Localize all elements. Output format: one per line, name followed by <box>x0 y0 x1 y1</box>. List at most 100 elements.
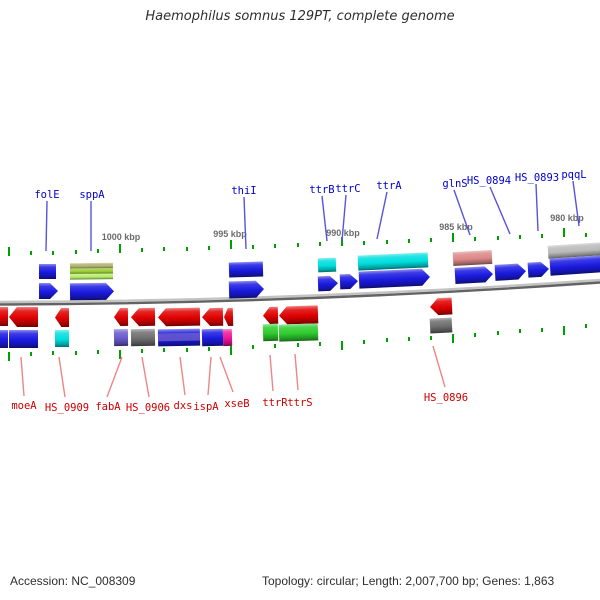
edge-gene-arrow[interactable] <box>0 306 9 327</box>
scale-tick-bottom <box>230 346 232 355</box>
scale-tick-bottom <box>119 350 121 359</box>
thiI-gene-arrow[interactable] <box>228 280 264 299</box>
ispA-gene-label[interactable]: ispA <box>193 401 219 413</box>
sppA-feature-box-stripe <box>69 268 114 275</box>
HS_0893-feature-box[interactable] <box>547 242 600 259</box>
scale-tick-bottom <box>519 329 521 333</box>
folE-gene-arrow[interactable] <box>38 282 58 300</box>
scale-tick-bottom <box>52 351 54 355</box>
ispA-label-line <box>207 356 212 396</box>
genome-axis <box>0 281 600 306</box>
folE-gene-label[interactable]: folE <box>34 189 59 201</box>
scale-tick-bottom <box>163 348 165 352</box>
scale-tick-top <box>363 241 365 245</box>
scale-label: 1000 kbp <box>102 232 141 242</box>
HS_0896-gene-arrow[interactable] <box>430 297 453 316</box>
ispA-feature-box[interactable] <box>201 328 224 347</box>
pqqL-gene-label[interactable]: pqqL <box>561 169 586 181</box>
folE-feature-box[interactable] <box>38 263 57 280</box>
fabA-feature-box[interactable] <box>113 328 129 347</box>
sppA-gene-label[interactable]: sppA <box>79 189 105 201</box>
ttrC-gene-arrow[interactable] <box>339 273 359 290</box>
scale-tick-bottom <box>474 333 476 337</box>
HS_0894-gene-arrow[interactable] <box>494 263 527 281</box>
dxs-gene-arrow[interactable] <box>158 307 201 327</box>
scale-tick-bottom <box>363 340 365 344</box>
scale-tick-bottom <box>8 352 10 361</box>
scale-tick-bottom <box>563 326 565 335</box>
sppA-feature-box[interactable] <box>69 262 114 280</box>
fabA-gene-arrow[interactable] <box>114 307 129 327</box>
scale-tick-top <box>519 235 521 239</box>
glnS-feature-box[interactable] <box>452 249 493 267</box>
scale-label: 985 kbp <box>439 222 473 232</box>
xseB-gene-label[interactable]: xseB <box>224 398 249 410</box>
ttrA-gene-label[interactable]: ttrA <box>376 180 402 192</box>
ttrS-feature-box[interactable] <box>278 323 319 342</box>
HS_0909-feature-box[interactable] <box>54 329 70 348</box>
HS_0894-gene-label[interactable]: HS_0894 <box>467 175 511 187</box>
dxs-label-line <box>179 356 186 396</box>
scale-tick-bottom <box>319 342 321 346</box>
HS_0896-gene-label[interactable]: HS_0896 <box>424 392 468 404</box>
HS_0906-gene-arrow[interactable] <box>131 307 156 327</box>
scale-label: 980 kbp <box>550 213 584 223</box>
glnS-gene-arrow[interactable] <box>454 266 494 285</box>
scale-tick-top <box>430 238 432 242</box>
pqqL-gene-arrow[interactable] <box>549 255 600 276</box>
genome-axis-highlight <box>0 278 600 304</box>
moeA-feature-box[interactable] <box>8 329 39 349</box>
scale-tick-top <box>163 247 165 251</box>
xseB-label-line <box>219 356 234 393</box>
ttrA-feature-box[interactable] <box>357 252 429 271</box>
dxs-feature-box-overlap-band <box>157 332 201 342</box>
HS_0906-label-line <box>141 356 150 398</box>
HS_0906-gene-label[interactable]: HS_0906 <box>126 402 170 414</box>
HS_0909-gene-arrow[interactable] <box>55 307 70 328</box>
ttrA-label-line <box>376 191 388 240</box>
scale-tick-top <box>252 245 254 249</box>
ttrR-gene-arrow[interactable] <box>263 306 279 325</box>
ttrS-gene-arrow[interactable] <box>279 305 319 325</box>
scale-tick-bottom <box>141 349 143 353</box>
ttrB-gene-label[interactable]: ttrB <box>309 184 334 196</box>
scale-tick-top <box>297 243 299 247</box>
moeA-label-line <box>20 356 25 397</box>
scale-tick-top <box>319 242 321 246</box>
xseB-gene-arrow[interactable] <box>224 307 234 327</box>
ttrB-gene-arrow[interactable] <box>317 275 339 292</box>
sppA-gene-arrow[interactable] <box>69 282 114 301</box>
page-title: Haemophilus somnus 129PT, complete genom… <box>145 9 455 24</box>
thiI-gene-label[interactable]: thiI <box>231 185 256 197</box>
moeA-gene-arrow[interactable] <box>9 306 39 328</box>
scale-tick-top <box>141 248 143 252</box>
scale-tick-bottom <box>452 334 454 343</box>
HS_0909-gene-label[interactable]: HS_0909 <box>45 402 89 414</box>
moeA-gene-label[interactable]: moeA <box>11 400 37 412</box>
thiI-feature-box[interactable] <box>228 261 264 278</box>
HS_0893-gene-arrow[interactable] <box>527 261 550 278</box>
scale-tick-bottom <box>386 338 388 342</box>
scale-tick-top <box>52 251 54 255</box>
scale-tick-top <box>563 228 565 237</box>
scale-tick-bottom <box>341 341 343 350</box>
ttrC-gene-label[interactable]: ttrC <box>335 183 360 195</box>
ispA-gene-arrow[interactable] <box>202 307 224 327</box>
glnS-gene-label[interactable]: glnS <box>442 178 467 190</box>
pqqL-label-line <box>572 180 580 227</box>
ttrA-gene-arrow[interactable] <box>358 268 431 289</box>
fabA-gene-label[interactable]: fabA <box>95 401 121 413</box>
scale-tick-top <box>75 250 77 254</box>
edge-feature-box[interactable] <box>0 329 9 349</box>
scale-tick-top <box>497 236 499 240</box>
xseB-feature-box[interactable] <box>222 328 233 347</box>
HS_0906-feature-box[interactable] <box>130 328 156 347</box>
ttrR-gene-label[interactable]: ttrR <box>262 397 288 409</box>
HS_0893-gene-label[interactable]: HS_0893 <box>515 172 559 184</box>
HS_0896-feature-box[interactable] <box>429 317 453 334</box>
ttrB-feature-box[interactable] <box>317 257 337 273</box>
ttrS-gene-label[interactable]: ttrS <box>287 397 312 409</box>
scale-tick-bottom <box>252 345 254 349</box>
dxs-gene-label[interactable]: dxs <box>174 400 193 412</box>
ttrR-feature-box[interactable] <box>262 323 279 342</box>
